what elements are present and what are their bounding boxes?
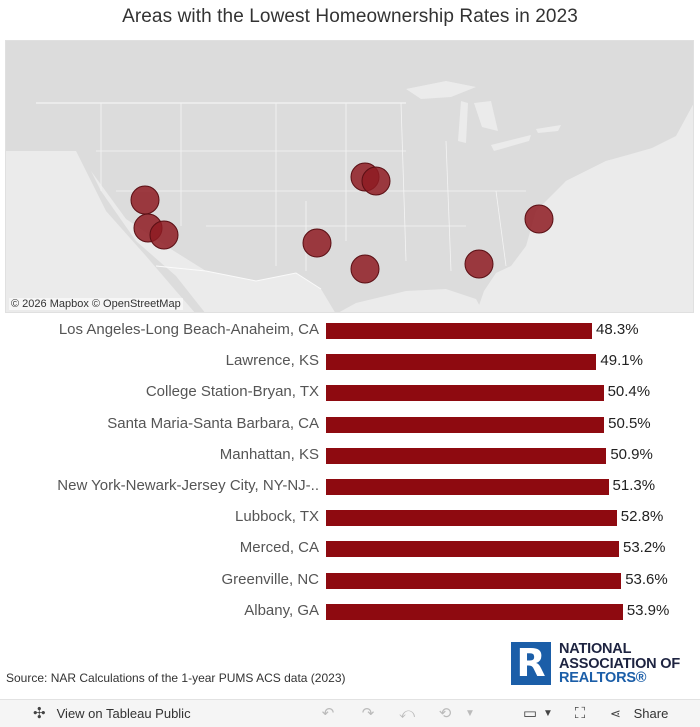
share-button[interactable]: ⋖ Share (610, 700, 668, 727)
lake-ontario (536, 125, 561, 133)
gulf-of-mexico (339, 289, 483, 312)
bar-row[interactable]: Santa Maria-Santa Barbara, CA 50.5% (0, 410, 700, 441)
bar-value-label: 49.1% (600, 352, 643, 370)
bar[interactable] (326, 416, 605, 433)
bar-row[interactable]: New York-Newark-Jersey City, NY-NJ-.. 51.… (0, 472, 700, 503)
logo-line-1: NATIONAL (559, 641, 632, 657)
mapbox-attribution[interactable]: © 2026 Mapbox (11, 298, 89, 310)
lake-michigan (458, 101, 468, 143)
marker-santa-maria (130, 185, 160, 215)
map-svg (6, 41, 693, 312)
bar[interactable] (326, 603, 623, 620)
view-on-tableau-link[interactable]: ✣ View on Tableau Public (33, 700, 191, 727)
logo-line-2: ASSOCIATION OF (559, 655, 680, 672)
bar-label: Lubbock, TX (235, 508, 319, 526)
bar-label: Albany, GA (244, 601, 319, 619)
bar-value-label: 48.3% (596, 321, 639, 338)
bar-row[interactable]: Albany, GA 53.9% (0, 597, 700, 628)
pacific-ocean (6, 151, 195, 312)
bar-row[interactable]: Greenville, NC 53.6% (0, 566, 700, 597)
bar-row[interactable]: Lawrence, KS 49.1% (0, 347, 700, 378)
bar[interactable] (326, 572, 622, 589)
bar-label: Los Angeles-Long Beach-Anaheim, CA (58, 321, 319, 338)
bar-row[interactable]: Lubbock, TX 52.8% (0, 503, 700, 534)
bar-value-label: 50.9% (610, 445, 653, 463)
lake-huron (474, 101, 498, 131)
bar-label: Merced, CA (239, 539, 319, 557)
tableau-icon: ✣ (33, 705, 46, 722)
border-mexico (155, 265, 322, 290)
osm-attribution[interactable]: © OpenStreetMap (91, 298, 181, 310)
map-attribution[interactable]: © 2026 Mapbox © OpenStreetMap (9, 298, 183, 310)
fullscreen-icon[interactable]: ⛶ (574, 705, 586, 722)
bar-row[interactable]: College Station-Bryan, TX 50.4% (0, 378, 700, 409)
land-mass (6, 41, 693, 312)
bar-label: New York-Newark-Jersey City, NY-NJ-.. (57, 477, 319, 494)
marker-albany-ga (464, 249, 494, 279)
bar[interactable] (326, 447, 607, 464)
marker-lawrence-ks (361, 166, 391, 196)
logo-line-3: REALTORS® (559, 670, 647, 686)
marker-greenville-nc (524, 204, 554, 234)
lake-superior (406, 81, 476, 99)
bar[interactable] (326, 354, 597, 371)
comment-icon[interactable]: ▭ (522, 705, 538, 722)
redo-icon[interactable]: ↷ (361, 705, 375, 722)
bar-label: College Station-Bryan, TX (145, 383, 319, 401)
logo-r-mark: R (511, 642, 551, 685)
bar[interactable] (326, 323, 592, 339)
bar-value-label: 53.6% (625, 570, 668, 588)
bar[interactable] (326, 479, 609, 495)
undo-icon[interactable]: ↶ (321, 705, 335, 722)
bar-row[interactable]: Merced, CA 53.2% (0, 534, 700, 565)
map-markers (130, 162, 554, 284)
marker-los-angeles (149, 220, 179, 250)
logo-r-letter: R (516, 641, 546, 685)
bar-chart: Los Angeles-Long Beach-Anaheim, CA 48.3% L… (0, 316, 700, 628)
bar-value-label: 52.8% (620, 508, 664, 526)
bar-value-label: 53.9% (626, 601, 670, 619)
bar-value-label: 50.4% (607, 383, 651, 401)
chart-title: Areas with the Lowest Homeownership Rate… (122, 6, 578, 27)
bar-value-label: 50.5% (608, 414, 651, 432)
bar-label: Manhattan, KS (219, 445, 319, 463)
atlantic-ocean (484, 136, 693, 312)
bar-label: Santa Maria-Santa Barbara, CA (107, 414, 319, 432)
revert-icon[interactable]: ⤺ (398, 705, 416, 722)
bar-row[interactable]: Manhattan, KS 50.9% (0, 441, 700, 472)
bar-row[interactable]: Los Angeles-Long Beach-Anaheim, CA 48.3% (0, 316, 700, 347)
bar-value-label: 51.3% (612, 477, 656, 494)
refresh-dropdown-icon[interactable]: ▼ (465, 708, 475, 719)
lake-erie (491, 135, 531, 151)
view-on-tableau-label: View on Tableau Public (56, 706, 191, 721)
bar[interactable] (326, 541, 619, 558)
bar-label: Greenville, NC (221, 570, 319, 588)
logo-wordmark: NATIONAL ASSOCIATION OF REALTORS® (559, 642, 680, 686)
bar-value-label: 53.2% (622, 539, 666, 557)
marker-college-station (350, 254, 380, 284)
refresh-icon[interactable]: ⟲ (438, 705, 452, 722)
source-note: Source: NAR Calculations of the 1-year P… (6, 671, 346, 685)
bar[interactable] (326, 385, 604, 402)
comment-dropdown-icon[interactable]: ▼ (543, 708, 553, 719)
map[interactable]: © 2026 Mapbox © OpenStreetMap (5, 40, 694, 313)
marker-lubbock (302, 228, 332, 258)
tableau-toolbar: ✣ View on Tableau Public ↶ ↷ ⤺ ⟲ ▼ ▭ ▼ ⛶… (0, 699, 700, 727)
nar-logo: R NATIONAL ASSOCIATION OF REALTORS® (511, 642, 696, 686)
bar-label: Lawrence, KS (225, 352, 319, 370)
share-label: Share (633, 706, 669, 721)
share-icon: ⋖ (610, 706, 621, 721)
bar[interactable] (326, 510, 617, 527)
